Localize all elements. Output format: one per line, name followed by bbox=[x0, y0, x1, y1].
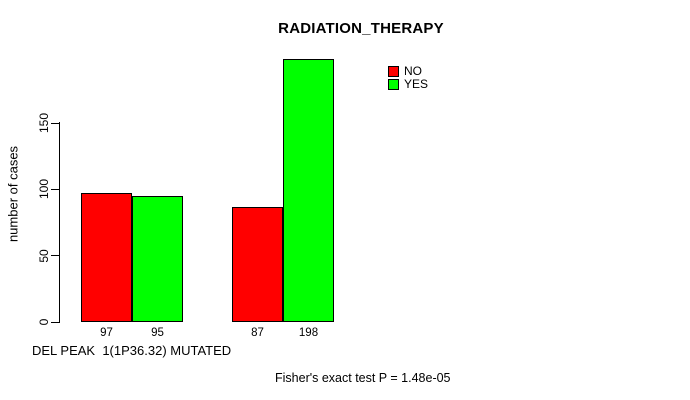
y-tick-label-0: 0 bbox=[37, 318, 51, 326]
legend-item-yes: YES bbox=[388, 78, 428, 91]
legend-item-no: NO bbox=[388, 65, 428, 78]
bar-yes-group-1 bbox=[132, 195, 183, 322]
x-axis-label: DEL PEAK 1(1P36.32) MUTATED bbox=[32, 343, 232, 358]
y-axis-line bbox=[59, 122, 60, 323]
y-tick-label-100: 100 bbox=[37, 179, 51, 200]
y-tick-label-50: 50 bbox=[37, 248, 51, 263]
bar-value-label-yes-group-2: 198 bbox=[298, 327, 319, 339]
bar-value-label-no-group-1: 97 bbox=[100, 327, 113, 339]
bar-yes-group-2 bbox=[283, 59, 334, 322]
fisher-test-annotation: Fisher's exact test P = 1.48e-05 bbox=[275, 371, 451, 385]
legend-label-no: NO bbox=[404, 64, 422, 78]
y-tick-50 bbox=[51, 255, 59, 257]
legend-swatch-yes bbox=[388, 79, 399, 90]
chart-title: RADIATION_THERAPY bbox=[278, 20, 444, 37]
y-tick-label-150: 150 bbox=[37, 112, 51, 134]
y-axis-label: number of cases bbox=[5, 145, 21, 243]
legend-swatch-no bbox=[388, 66, 399, 77]
bar-no-group-1 bbox=[81, 193, 132, 322]
bar-value-label-no-group-2: 87 bbox=[251, 327, 264, 339]
y-tick-0 bbox=[51, 321, 59, 323]
legend: NO YES bbox=[388, 65, 428, 91]
y-tick-150 bbox=[51, 122, 59, 124]
bar-value-label-yes-group-1: 95 bbox=[151, 327, 164, 339]
y-tick-100 bbox=[51, 188, 59, 190]
bar-no-group-2 bbox=[232, 206, 283, 322]
legend-label-yes: YES bbox=[404, 77, 429, 91]
